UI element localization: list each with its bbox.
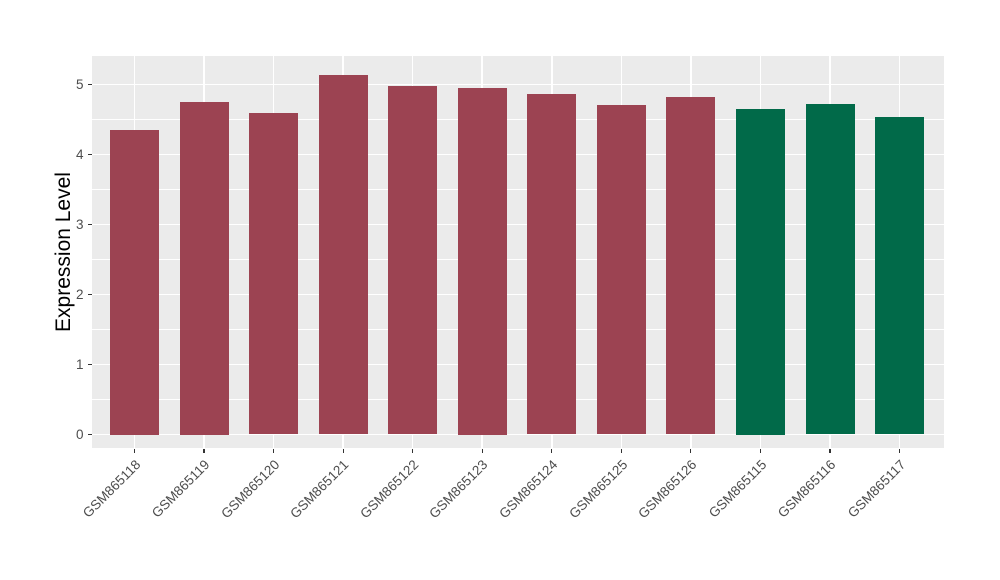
minor-gridline (92, 399, 944, 400)
x-tick-mark (551, 448, 553, 453)
y-tick-mark (87, 293, 92, 296)
bar-GSM865124 (527, 93, 577, 435)
x-tick-mark (133, 448, 136, 453)
y-tick-label: 3 (75, 216, 84, 232)
minor-gridline (92, 329, 944, 330)
x-tick-label: GSM865121 (287, 457, 352, 522)
x-tick-mark (690, 448, 692, 453)
x-tick-label: GSM865126 (635, 457, 700, 522)
x-tick-label: GSM865119 (149, 457, 213, 521)
y-tick-mark (87, 363, 92, 366)
x-tick-label: GSM865124 (496, 457, 561, 522)
y-tick-label: 2 (75, 286, 84, 302)
bar-GSM865122 (388, 85, 438, 435)
plot-panel (92, 56, 944, 448)
bar-GSM865126 (666, 97, 716, 435)
bar-GSM865119 (179, 102, 229, 435)
minor-gridline (92, 259, 944, 260)
y-tick-label: 1 (75, 356, 84, 372)
bar-GSM865118 (110, 130, 159, 435)
minor-gridline (92, 189, 944, 190)
x-tick-mark (898, 448, 901, 453)
y-tick-label: 4 (75, 146, 84, 162)
major-gridline (92, 153, 944, 156)
y-axis-title: Expression Level (52, 172, 75, 332)
bar-GSM865117 (875, 116, 925, 435)
bar-GSM865123 (457, 88, 507, 435)
bar-GSM865121 (318, 74, 368, 435)
x-tick-mark (620, 448, 622, 453)
x-tick-mark (273, 448, 275, 453)
bar-GSM865115 (735, 109, 785, 435)
x-tick-label: GSM865116 (775, 457, 839, 521)
minor-gridline (92, 119, 944, 120)
x-tick-label: GSM865115 (705, 457, 770, 521)
bar-GSM865125 (596, 104, 646, 435)
x-tick-mark (481, 448, 483, 453)
x-tick-mark (203, 448, 205, 453)
x-tick-mark (412, 448, 414, 453)
major-gridline (92, 363, 944, 366)
x-tick-label: GSM865125 (565, 457, 630, 522)
bar-GSM865120 (249, 113, 299, 435)
bar-GSM865116 (805, 104, 855, 435)
x-tick-label: GSM865123 (426, 457, 491, 522)
y-tick-mark (87, 223, 92, 226)
major-gridline (92, 433, 944, 436)
major-gridline (92, 83, 944, 86)
x-tick-label: GSM865118 (79, 457, 144, 521)
x-tick-mark (759, 448, 762, 453)
x-tick-mark (342, 448, 344, 453)
major-gridline (92, 293, 944, 296)
x-tick-mark (829, 448, 831, 453)
x-tick-label: GSM865117 (844, 457, 909, 521)
y-tick-mark (87, 153, 92, 156)
y-tick-mark (87, 433, 92, 436)
major-gridline (92, 223, 944, 226)
x-tick-label: GSM865120 (218, 457, 283, 522)
y-tick-label: 0 (75, 426, 84, 442)
x-tick-label: GSM865122 (357, 457, 422, 522)
y-tick-mark (87, 83, 92, 86)
y-tick-label: 5 (75, 76, 84, 92)
